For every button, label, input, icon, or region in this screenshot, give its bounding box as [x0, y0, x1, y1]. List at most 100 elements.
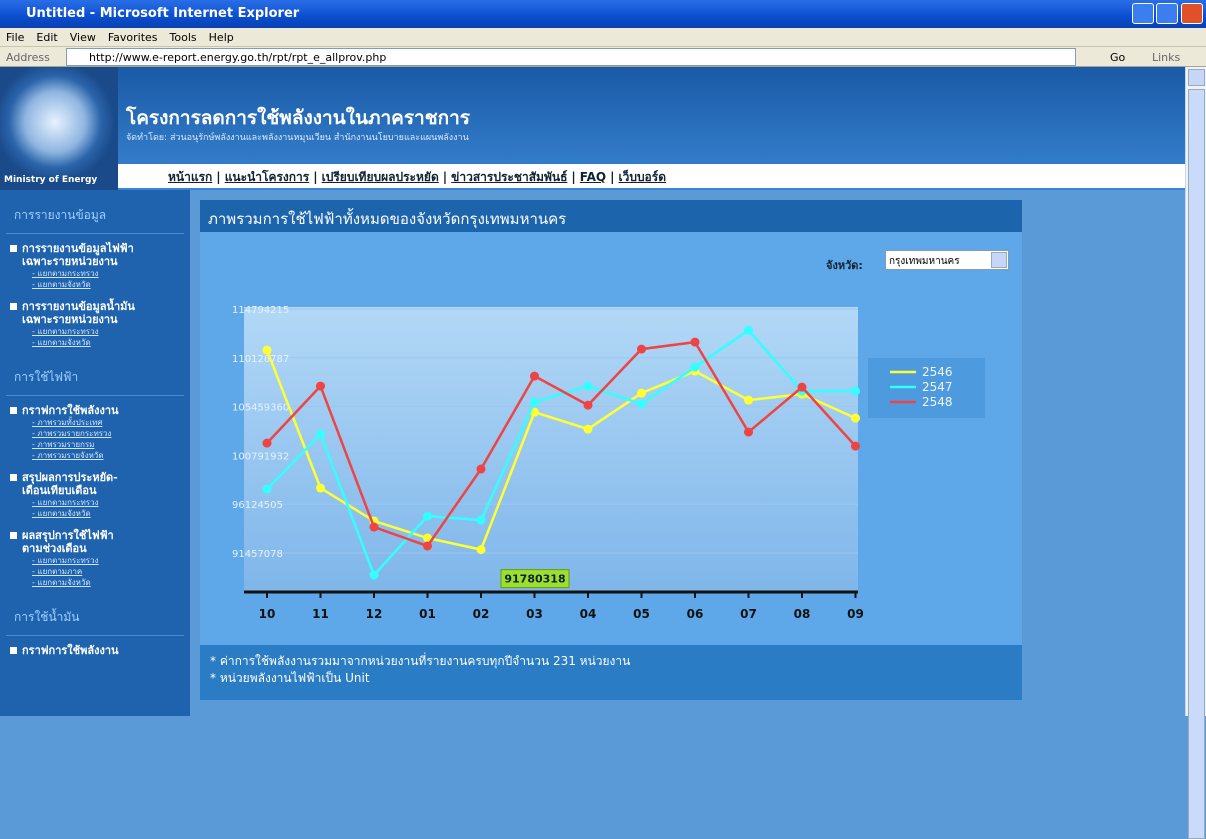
x-tick-label: 10 — [259, 607, 276, 621]
data-point — [423, 533, 432, 543]
sidebar-item-line[interactable]: เฉพาะรายหน่วยงาน — [22, 255, 118, 268]
sidebar-link[interactable]: - ภาพรวมทั้งประเทศ — [32, 418, 103, 427]
scroll-up[interactable] — [1188, 69, 1205, 86]
data-point — [851, 441, 860, 451]
x-tick-label: 12 — [366, 607, 383, 621]
sidebar-link[interactable]: - แยกตามกระทรวง — [32, 269, 99, 278]
maximize-button[interactable] — [1156, 3, 1178, 24]
notes: * ค่าการใช้พลังงานรวมมาจากหน่วยงานที่ราย… — [210, 653, 630, 687]
spacer — [0, 519, 190, 529]
sidebar-item: กราฟการใช้พลังงาน — [0, 404, 190, 417]
chart-area: จังหวัด: กรุงเทพมหานคร 91457078 96124505 1… — [200, 232, 1022, 645]
data-point — [637, 344, 646, 354]
data-point — [262, 345, 272, 355]
x-tick-label: 08 — [794, 607, 811, 621]
data-point — [744, 395, 753, 405]
sidebar-link[interactable]: - ภาพรวมรายกรม — [32, 440, 95, 449]
menu-item[interactable]: Help — [208, 31, 234, 44]
panel-title: ภาพรวมการใช้ไฟฟ้าทั้งหมดของจังหวัดกรุงเท… — [200, 200, 1022, 232]
nav-separator: | — [216, 170, 221, 184]
sidebar-link[interactable]: - แยกตามกระทรวง — [32, 327, 99, 336]
data-point — [423, 541, 432, 551]
scroll-thumb[interactable] — [1188, 89, 1205, 839]
note: * ค่าการใช้พลังงานรวมมาจากหน่วยงานที่ราย… — [210, 654, 631, 668]
go-button[interactable]: Go — [1110, 51, 1126, 64]
data-point — [744, 325, 753, 335]
legend-box — [868, 358, 985, 418]
nav-link[interactable]: เปรียบเทียบผลประหยัด — [321, 170, 439, 184]
menu-item[interactable]: View — [69, 31, 96, 44]
content-panel: ภาพรวมการใช้ไฟฟ้าทั้งหมดของจังหวัดกรุงเท… — [200, 200, 1022, 700]
nav-link[interactable]: หน้าแรก — [168, 170, 213, 184]
sidebar-link[interactable]: - แยกตามจังหวัด — [32, 280, 91, 289]
y-tick-label: 96124505 — [232, 500, 283, 511]
sidebar-item-line[interactable]: การรายงานข้อมูลไฟฟ้า — [22, 242, 134, 255]
address-bar: Address http://www.e-report.energy.go.th… — [0, 47, 1206, 67]
sidebar-link[interactable]: - ภาพรวมรายกระทรวง — [32, 429, 112, 438]
sidebar-link[interactable]: - แยกตามภาค — [32, 567, 83, 576]
url: http://www.e-report.energy.go.th/rpt/rpt… — [89, 51, 387, 64]
legend-label: 2548 — [922, 395, 953, 409]
logo-text: Ministry of Energy — [4, 175, 98, 185]
sidebar-item-line[interactable]: ผลสรุปการใช้ไฟฟ้า — [22, 529, 114, 542]
spacer — [0, 657, 190, 667]
menu-item[interactable]: Edit — [36, 31, 58, 44]
sidebar-item-line[interactable]: ตามช่วงเดือน — [22, 542, 87, 555]
x-tick-label: 04 — [580, 607, 597, 621]
data-point — [851, 413, 860, 423]
close-button[interactable] — [1181, 3, 1203, 24]
menu-item[interactable]: File — [6, 31, 25, 44]
nav-link[interactable]: ข่าวสารประชาสัมพันธ์ — [451, 170, 568, 184]
sidebar-link[interactable]: - แยกตามจังหวัด — [32, 509, 91, 518]
x-tick-label: 03 — [526, 607, 543, 621]
sidebar-item-line[interactable]: เดือนเทียบเดือน — [22, 484, 97, 497]
nav-separator: | — [610, 170, 615, 184]
data-point — [530, 371, 539, 381]
sidebar-link[interactable]: - ภาพรวมรายจังหวัด — [32, 451, 104, 460]
province-select[interactable]: กรุงเทพมหานคร — [885, 250, 1009, 270]
nav-link[interactable]: FAQ — [579, 170, 607, 184]
nav-separator: | — [313, 170, 318, 184]
y-tick-label: 91457078 — [232, 549, 283, 560]
sidebar-item-line[interactable]: กราฟการใช้พลังงาน — [22, 404, 119, 417]
url-field[interactable]: http://www.e-report.energy.go.th/rpt/rpt… — [66, 48, 1076, 66]
sidebar-link[interactable]: - แยกตามกระทรวง — [32, 556, 99, 565]
data-point — [476, 545, 486, 555]
sidebar-item-line[interactable]: สรุปผลการประหยัด- — [22, 471, 118, 484]
nav-link[interactable]: เว็บบอร์ด — [618, 170, 667, 184]
series-line — [266, 340, 857, 548]
x-tick-label: 02 — [473, 607, 490, 621]
data-point — [369, 570, 379, 580]
y-tick-label: 114794215 — [232, 305, 289, 316]
x-tick-label: 06 — [687, 607, 704, 621]
sidebar-link[interactable]: - แยกตามกระทรวง — [32, 498, 99, 507]
minimize-button[interactable] — [1132, 3, 1154, 24]
nav-link[interactable]: แนะนำโครงการ — [224, 170, 310, 184]
province-value: กรุงเทพมหานคร — [889, 256, 960, 267]
data-point — [423, 511, 432, 521]
data-point — [476, 464, 486, 474]
address-label: Address — [6, 51, 50, 64]
sidebar-link[interactable]: - แยกตามจังหวัด — [32, 578, 91, 587]
sidebar-heading: การใช้ไฟฟ้า — [6, 358, 184, 396]
menu-item[interactable]: Favorites — [107, 31, 158, 44]
scrollbar[interactable] — [1185, 67, 1206, 839]
data-point — [690, 337, 700, 347]
sidebar-item-line[interactable]: การรายงานข้อมูลน้ำมัน — [22, 300, 135, 313]
site-subtitle: จัดทำโดย: ส่วนอนุรักษ์พลังงานและพลังงานห… — [126, 133, 469, 143]
sidebar-item: การรายงานข้อมูลน้ำมัน เฉพาะรายหน่วยงาน — [0, 300, 190, 326]
y-tick-label: 110126787 — [232, 354, 289, 365]
data-point — [262, 484, 272, 494]
data-point — [530, 397, 539, 407]
menu-item[interactable]: Tools — [169, 31, 197, 44]
sidebar-link[interactable]: - แยกตามจังหวัด — [32, 338, 91, 347]
data-point — [316, 483, 325, 493]
sidebar-item-line[interactable]: เฉพาะรายหน่วยงาน — [22, 313, 118, 326]
sidebar-item-line[interactable]: กราฟการใช้พลังงาน — [22, 644, 119, 657]
legend-label: 2547 — [922, 380, 953, 394]
window-title: Untitled - Microsoft Internet Explorer — [26, 6, 300, 21]
links[interactable]: Links — [1152, 51, 1181, 64]
site-title: โครงการลดการใช้พลังงานในภาคราชการ — [126, 107, 471, 129]
dropdown-arrow[interactable] — [991, 252, 1007, 268]
